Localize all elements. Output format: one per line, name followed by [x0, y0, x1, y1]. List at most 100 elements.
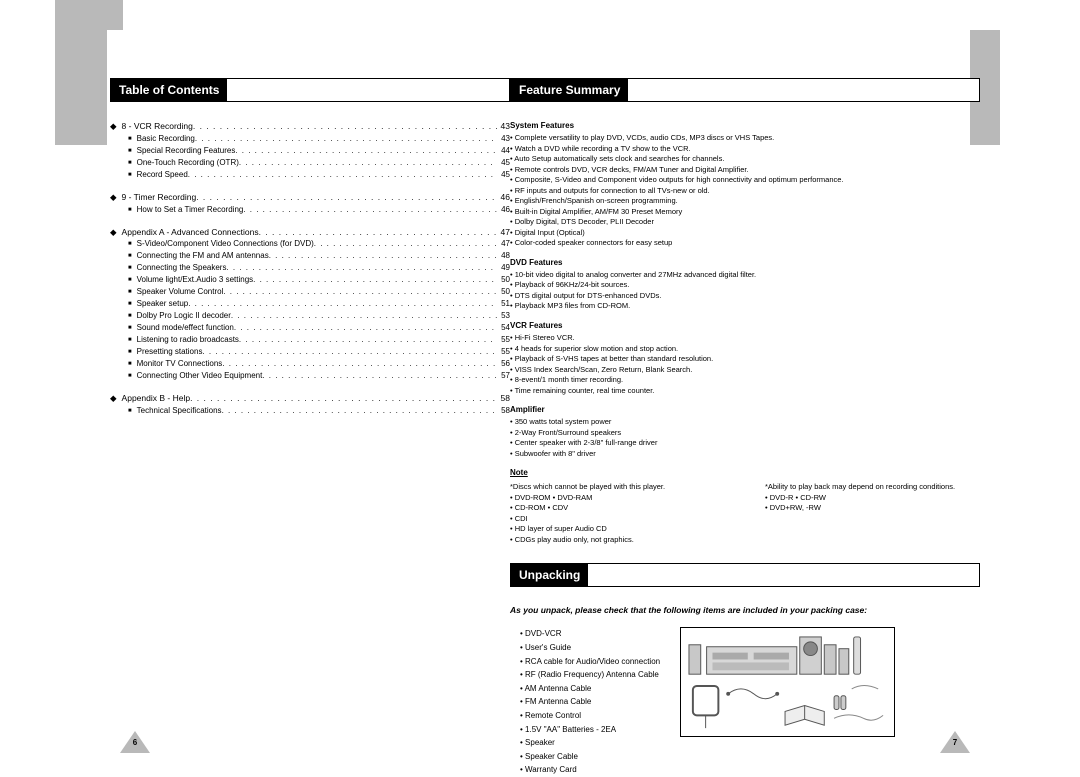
unpacking-item: FM Antenna Cable — [520, 695, 660, 709]
unpacking-list: DVD-VCRUser's GuideRCA cable for Audio/V… — [510, 627, 660, 777]
vcr-features-title: VCR Features — [510, 320, 980, 331]
toc-item: ■One-Touch Recording (OTR). . . . . . . … — [110, 157, 510, 169]
system-features-list: Complete versatility to play DVD, VCDs, … — [510, 133, 980, 249]
toc-item: ■Listening to radio broadcasts. . . . . … — [110, 334, 510, 346]
note-line: • HD layer of super Audio CD — [510, 524, 725, 535]
feature-summary: System Features Complete versatility to … — [510, 120, 980, 545]
toc-item: ■Monitor TV Connections. . . . . . . . .… — [110, 358, 510, 370]
note-row: *Discs which cannot be played with this … — [510, 482, 980, 545]
note-line: • DVD-R • CD-RW — [765, 493, 980, 504]
toc-item: ■Presetting stations. . . . . . . . . . … — [110, 346, 510, 358]
toc-section-title: ◆Appendix B - Help. . . . . . . . . . . … — [110, 392, 510, 405]
triangle-icon: 7 — [940, 731, 970, 753]
feature-item: English/French/Spanish on-screen program… — [510, 196, 980, 207]
table-of-contents: ◆8 - VCR Recording. . . . . . . . . . . … — [110, 120, 510, 417]
note-line: *Ability to play back may depend on reco… — [765, 482, 980, 493]
feature-item: 8-event/1 month timer recording. — [510, 375, 980, 386]
unpacking-item: DVD-VCR — [520, 627, 660, 641]
note-line: • CDI — [510, 514, 725, 525]
feature-item: Dolby Digital, DTS Decoder, PLII Decoder — [510, 217, 980, 228]
unpacking-item: 1.5V "AA" Batteries - 2EA — [520, 723, 660, 737]
toc-section-title: ◆8 - VCR Recording. . . . . . . . . . . … — [110, 120, 510, 133]
dvd-features-list: 10-bit video digital to analog converter… — [510, 270, 980, 312]
feature-item: Time remaining counter, real time counte… — [510, 386, 980, 397]
unpacking-item: RF (Radio Frequency) Antenna Cable — [520, 668, 660, 682]
page-left: Table of Contents ◆8 - VCR Recording. . … — [110, 78, 510, 427]
unpacking-intro: As you unpack, please check that the fol… — [510, 605, 980, 615]
vcr-features-list: Hi-Fi Stereo VCR.4 heads for superior sl… — [510, 333, 980, 396]
feature-item: Hi-Fi Stereo VCR. — [510, 333, 980, 344]
page-number-left: 6 — [120, 731, 150, 753]
feature-item: 2-Way Front/Surround speakers — [510, 428, 980, 439]
unpacking-item: RCA cable for Audio/Video connection — [520, 655, 660, 669]
feature-item: Playback of S-VHS tapes at better than s… — [510, 354, 980, 365]
page-right: Feature Summary System Features Complete… — [510, 78, 980, 777]
amplifier-title: Amplifier — [510, 404, 980, 415]
unpacking-item: Remote Control — [520, 709, 660, 723]
unpacking-header-label: Unpacking — [511, 564, 588, 586]
toc-item: ■S-Video/Component Video Connections (fo… — [110, 238, 510, 250]
feature-item: Composite, S-Video and Component video o… — [510, 175, 980, 186]
feature-item: Subwoofer with 8" driver — [510, 449, 980, 460]
toc-item: ■Dolby Pro Logic II decoder. . . . . . .… — [110, 310, 510, 322]
toc-item: ■Special Recording Features. . . . . . .… — [110, 145, 510, 157]
note-line: • DVD+RW, -RW — [765, 503, 980, 514]
unpacking-header: Unpacking — [510, 563, 980, 587]
unpacking-illustration — [680, 627, 895, 737]
unpacking-item: Speaker — [520, 736, 660, 750]
decor-block-left — [55, 30, 107, 145]
page-number-right: 7 — [940, 731, 970, 753]
feature-item: 350 watts total system power — [510, 417, 980, 428]
unpacking-item: User's Guide — [520, 641, 660, 655]
equipment-illustration — [687, 634, 888, 734]
toc-item: ■Technical Specifications. . . . . . . .… — [110, 405, 510, 417]
feature-header-label: Feature Summary — [511, 79, 628, 101]
feature-item: Center speaker with 2-3/8" full-range dr… — [510, 438, 980, 449]
toc-item: ■Connecting the FM and AM antennas. . . … — [110, 250, 510, 262]
system-features-title: System Features — [510, 120, 980, 131]
toc-item: ■Basic Recording. . . . . . . . . . . . … — [110, 133, 510, 145]
feature-item: 10-bit video digital to analog converter… — [510, 270, 980, 281]
toc-item: ■Speaker setup. . . . . . . . . . . . . … — [110, 298, 510, 310]
feature-header: Feature Summary — [510, 78, 980, 102]
note-right-col: *Ability to play back may depend on reco… — [765, 482, 980, 545]
toc-item: ■Speaker Volume Control. . . . . . . . .… — [110, 286, 510, 298]
unpacking-item: AM Antenna Cable — [520, 682, 660, 696]
toc-header: Table of Contents — [110, 78, 510, 102]
dvd-features-title: DVD Features — [510, 257, 980, 268]
feature-item: Playback MP3 files from CD-ROM. — [510, 301, 980, 312]
note-line: *Discs which cannot be played with this … — [510, 482, 725, 493]
feature-item: Watch a DVD while recording a TV show to… — [510, 144, 980, 155]
note-line: • CD-ROM • CDV — [510, 503, 725, 514]
feature-item: Digital Input (Optical) — [510, 228, 980, 239]
feature-item: Auto Setup automatically sets clock and … — [510, 154, 980, 165]
toc-section-title: ◆9 - Timer Recording. . . . . . . . . . … — [110, 191, 510, 204]
toc-header-label: Table of Contents — [111, 79, 227, 101]
feature-item: Complete versatility to play DVD, VCDs, … — [510, 133, 980, 144]
feature-item: 4 heads for superior slow motion and sto… — [510, 344, 980, 355]
toc-item: ■Volume light/Ext.Audio 3 settings. . . … — [110, 274, 510, 286]
unpacking-body: DVD-VCRUser's GuideRCA cable for Audio/V… — [510, 627, 980, 777]
toc-section-title: ◆Appendix A - Advanced Connections. . . … — [110, 226, 510, 239]
toc-item: ■Connecting the Speakers. . . . . . . . … — [110, 262, 510, 274]
unpacking-item: Warranty Card — [520, 763, 660, 777]
note-left-col: *Discs which cannot be played with this … — [510, 482, 725, 545]
note-line: • DVD-ROM • DVD-RAM — [510, 493, 725, 504]
feature-item: Color-coded speaker connectors for easy … — [510, 238, 980, 249]
note-line: • CDGs play audio only, not graphics. — [510, 535, 725, 546]
feature-item: RF inputs and outputs for connection to … — [510, 186, 980, 197]
toc-item: ■Sound mode/effect function. . . . . . .… — [110, 322, 510, 334]
feature-item: DTS digital output for DTS-enhanced DVDs… — [510, 291, 980, 302]
feature-item: Built-in Digital Amplifier, AM/FM 30 Pre… — [510, 207, 980, 218]
amplifier-list: 350 watts total system power2-Way Front/… — [510, 417, 980, 459]
feature-item: Playback of 96KHz/24-bit sources. — [510, 280, 980, 291]
toc-item: ■How to Set a Timer Recording. . . . . .… — [110, 204, 510, 216]
decor-bar-top-left — [55, 0, 123, 30]
feature-item: VISS Index Search/Scan, Zero Return, Bla… — [510, 365, 980, 376]
toc-item: ■Connecting Other Video Equipment. . . .… — [110, 370, 510, 382]
triangle-icon: 6 — [120, 731, 150, 753]
feature-item: Remote controls DVD, VCR decks, FM/AM Tu… — [510, 165, 980, 176]
note-title: Note — [510, 467, 980, 478]
toc-item: ■Record Speed. . . . . . . . . . . . . .… — [110, 169, 510, 181]
unpacking-item: Speaker Cable — [520, 750, 660, 764]
